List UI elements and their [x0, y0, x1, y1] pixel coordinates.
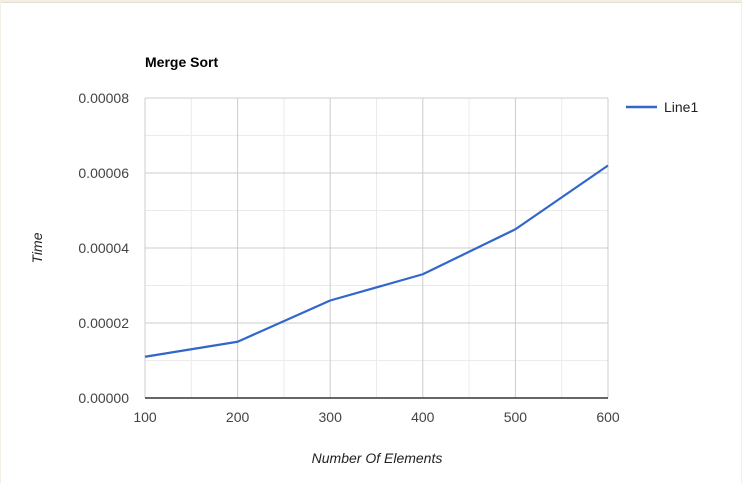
y-tick-label: 0.00008 [78, 90, 129, 106]
grid [144, 97, 609, 399]
y-tick-label: 0.00006 [78, 165, 129, 181]
y-axis-ticks: 0.00000 0.00002 0.00004 0.00006 0.00008 [78, 90, 129, 406]
y-tick-label: 0.00000 [78, 390, 129, 406]
x-tick-label: 200 [226, 409, 250, 425]
merge-sort-chart: Merge Sort 0.000000.000020.000040.000060… [29, 54, 698, 466]
x-tick-label: 100 [133, 409, 157, 425]
x-axis-ticks: 100 200 300 400 500 600 [133, 409, 620, 425]
chart-title: Merge Sort [145, 54, 218, 70]
legend-label: Line1 [664, 99, 698, 115]
x-tick-label: 300 [319, 409, 343, 425]
x-tick-label: 500 [504, 409, 528, 425]
x-tick-label: 600 [596, 409, 620, 425]
y-tick-label: 0.00002 [78, 315, 129, 331]
series-line-line1 [144, 164, 609, 358]
y-axis-label: Time [29, 232, 45, 263]
x-tick-label: 400 [411, 409, 435, 425]
series-group [144, 164, 609, 358]
x-axis-label: Number Of Elements [312, 450, 443, 466]
legend: Line1 [626, 99, 698, 115]
y-tick-label: 0.00004 [78, 240, 129, 256]
